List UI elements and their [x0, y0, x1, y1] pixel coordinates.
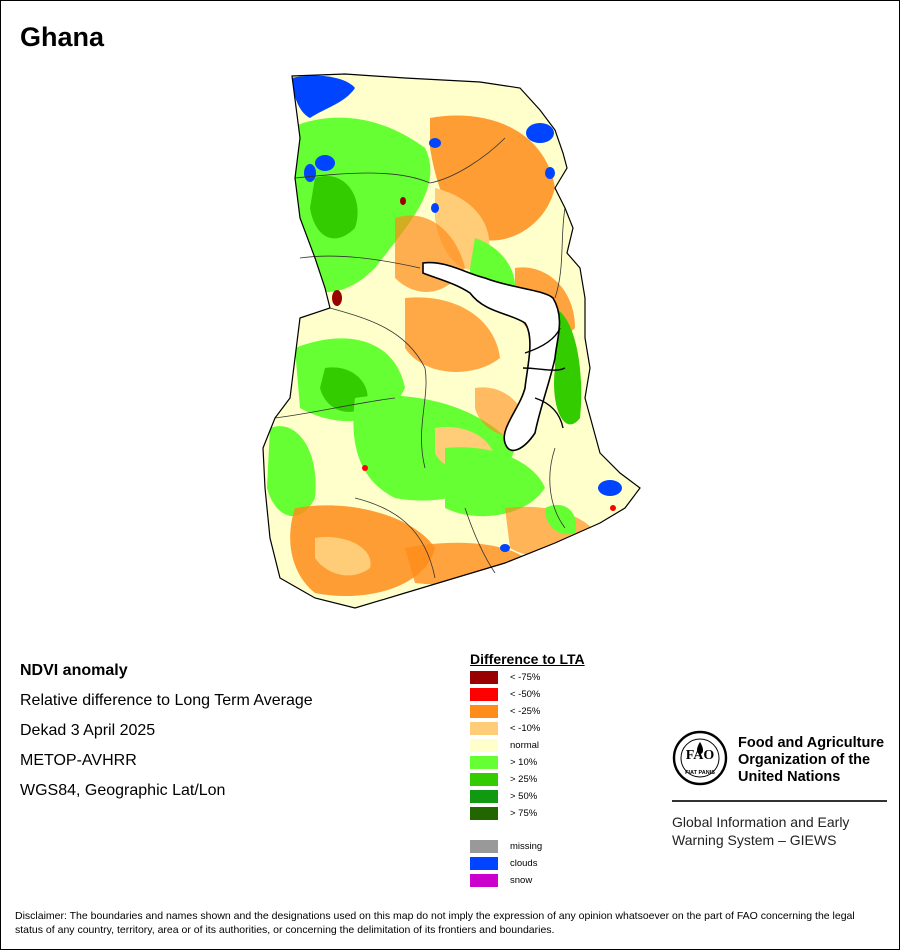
sensor-name: METOP-AVHRR [20, 752, 137, 769]
divider [672, 800, 887, 802]
product-name: NDVI anomaly [20, 662, 128, 679]
legend-swatch [470, 756, 498, 769]
lake-volta [422, 261, 561, 452]
legend-swatch [470, 671, 498, 684]
legend-label: > 50% [510, 791, 538, 802]
legend-item: clouds [470, 855, 585, 872]
ndvi-anomaly-raster [263, 74, 640, 608]
legend-item: > 25% [470, 771, 585, 788]
organization-name: Food and Agriculture Organization of the… [738, 735, 885, 785]
legend-swatch [470, 840, 498, 853]
giews-name: Global Information and Early Warning Sys… [672, 814, 850, 848]
legend-swatch [470, 739, 498, 752]
legend-swatch [470, 688, 498, 701]
ghana-ndvi-map [262, 73, 641, 609]
country-border [262, 73, 641, 609]
legend-label: snow [510, 875, 533, 886]
legend-title: Difference to LTA [470, 651, 585, 667]
legend-item: missing [470, 838, 585, 855]
legend-item: < -75% [470, 669, 585, 686]
legend-item: < -25% [470, 703, 585, 720]
product-period: Dekad 3 April 2025 [20, 722, 156, 739]
legend-label: < -75% [510, 672, 541, 683]
legend-item: < -10% [470, 720, 585, 737]
legend-label: > 10% [510, 757, 538, 768]
legend-swatch [470, 790, 498, 803]
legend-item: > 75% [470, 805, 585, 822]
legend-label: < -50% [510, 689, 541, 700]
legend-item: < -50% [470, 686, 585, 703]
region-boundaries [274, 137, 566, 579]
legend-swatch [470, 773, 498, 786]
legend-label: > 25% [510, 774, 538, 785]
disclaimer: Disclaimer: The boundaries and names sho… [15, 910, 855, 936]
legend-swatch [470, 874, 498, 887]
fao-logo-icon: FAO FIAT PANIS [672, 730, 728, 786]
legend-label: normal [510, 740, 540, 751]
legend-swatch [470, 705, 498, 718]
legend: Difference to LTA < -75% < -50% < -25% < -1… [470, 651, 585, 889]
legend-label: < -25% [510, 706, 541, 717]
legend-label: < -10% [510, 723, 541, 734]
legend-item: > 10% [470, 754, 585, 771]
legend-item: snow [470, 872, 585, 889]
legend-swatch [470, 857, 498, 870]
map-title: Ghana [20, 22, 105, 52]
svg-text:FIAT PANIS: FIAT PANIS [685, 770, 715, 776]
legend-label: > 75% [510, 808, 538, 819]
projection: WGS84, Geographic Lat/Lon [20, 782, 226, 799]
svg-text:FAO: FAO [686, 748, 715, 763]
legend-label: missing [510, 841, 543, 852]
legend-swatch [470, 807, 498, 820]
legend-item: > 50% [470, 788, 585, 805]
map-info: NDVI anomaly Relative difference to Long… [20, 656, 313, 806]
legend-swatch [470, 722, 498, 735]
legend-label: clouds [510, 858, 538, 869]
product-description: Relative difference to Long Term Average [20, 692, 313, 709]
legend-item: normal [470, 737, 585, 754]
